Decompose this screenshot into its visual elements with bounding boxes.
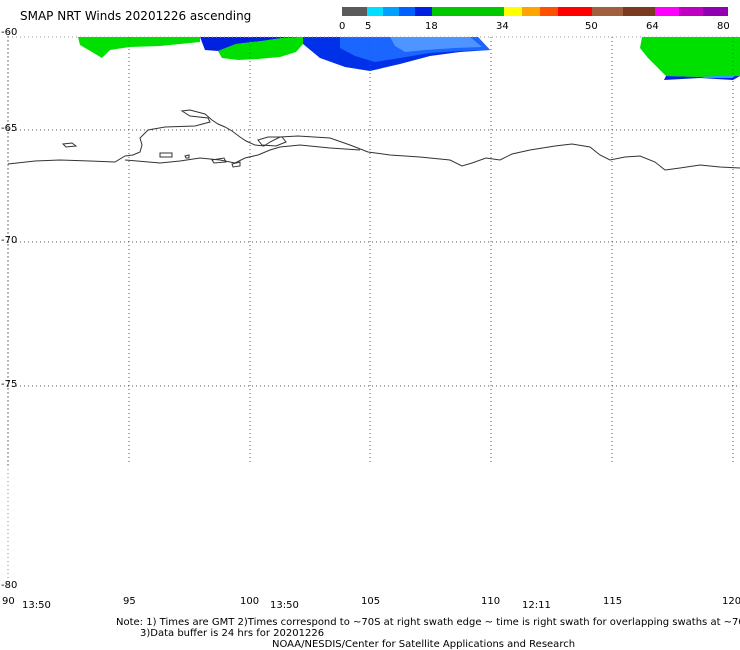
colorbar-segment-50-57 bbox=[592, 7, 623, 16]
lon-label-110: 110 bbox=[481, 596, 501, 607]
colorbar-segment-75-80 bbox=[703, 7, 728, 16]
footer-credit: NOAA/NESDIS/Center for Satellite Applica… bbox=[272, 639, 576, 650]
swath-time-label: 13:50 bbox=[270, 600, 299, 611]
colorbar-segment-16-18 bbox=[415, 7, 432, 16]
colorbar-tick-18: 18 bbox=[425, 21, 438, 32]
colorbar-tick-0: 0 bbox=[339, 21, 346, 32]
colorbar-segment-0-5 bbox=[342, 7, 367, 16]
swath-time-label: 13:50 bbox=[22, 600, 51, 611]
wind-swath-blue-right-light bbox=[700, 75, 735, 78]
colorbar-segment-18-34 bbox=[432, 7, 504, 16]
colorbar-segment-57-64 bbox=[623, 7, 655, 16]
lon-label-95: 95 bbox=[123, 596, 136, 607]
colorbar-segment-5-9 bbox=[367, 7, 383, 16]
wind-swath-blue-middle-lighter bbox=[390, 37, 482, 52]
wind-speed-colorbar bbox=[342, 7, 728, 16]
map-title: SMAP NRT Winds 20201226 ascending bbox=[20, 9, 252, 23]
graticule-grid bbox=[7, 32, 740, 465]
swath-time-label: 12:11 bbox=[522, 600, 551, 611]
footer-note-line2: 3)Data buffer is 24 hrs for 20201226 bbox=[140, 628, 325, 639]
wind-swath-green-middle bbox=[218, 37, 303, 60]
lat-label-75: -75 bbox=[1, 379, 18, 390]
coastline bbox=[7, 109, 740, 171]
colorbar-segment-42-46 bbox=[540, 7, 558, 16]
footer-note-line1: Note: 1) Times are GMT 2)Times correspon… bbox=[116, 617, 740, 628]
colorbar-tick-50: 50 bbox=[585, 21, 598, 32]
wind-swath-blue-left bbox=[200, 37, 303, 51]
colorbar-segment-9-13 bbox=[383, 7, 399, 16]
lon-label-90: 90 bbox=[2, 596, 15, 607]
colorbar-segment-64-69 bbox=[655, 7, 679, 16]
colorbar-segment-34-38 bbox=[504, 7, 522, 16]
lon-label-120: 120 bbox=[722, 596, 740, 607]
colorbar-segment-46-50 bbox=[558, 7, 592, 16]
colorbar-tick-34: 34 bbox=[496, 21, 509, 32]
colorbar-segment-38-42 bbox=[522, 7, 540, 16]
lat-label-65: -65 bbox=[1, 123, 18, 134]
wind-swath-green-left bbox=[78, 37, 200, 58]
colorbar-segment-69-75 bbox=[679, 7, 703, 16]
colorbar-tick-64: 64 bbox=[646, 21, 659, 32]
wind-swath-green-right bbox=[640, 37, 740, 77]
colorbar-tick-5: 5 bbox=[365, 21, 372, 32]
colorbar-segment-13-16 bbox=[399, 7, 415, 16]
lon-label-100: 100 bbox=[240, 596, 260, 607]
lon-label-115: 115 bbox=[603, 596, 623, 607]
lat-label-60: -60 bbox=[1, 27, 18, 38]
lon-label-105: 105 bbox=[361, 596, 381, 607]
lat-label-80: -80 bbox=[1, 580, 18, 591]
colorbar-tick-80: 80 bbox=[717, 21, 730, 32]
lat-label-70: -70 bbox=[1, 235, 18, 246]
